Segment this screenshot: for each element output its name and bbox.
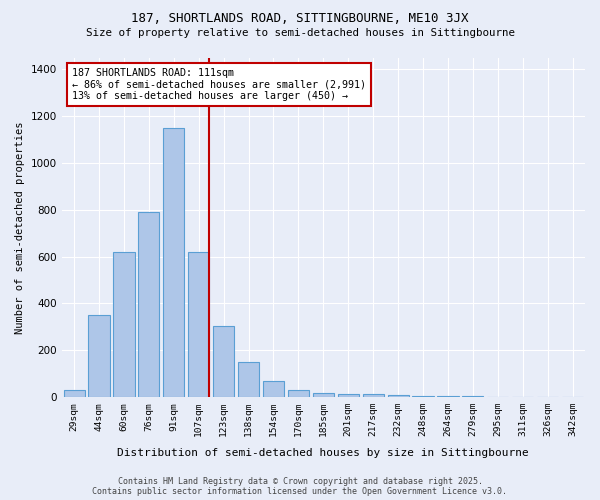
Bar — [313, 393, 334, 397]
Bar — [238, 362, 259, 397]
Bar — [462, 396, 484, 397]
X-axis label: Distribution of semi-detached houses by size in Sittingbourne: Distribution of semi-detached houses by … — [118, 448, 529, 458]
Bar — [64, 390, 85, 397]
Text: Size of property relative to semi-detached houses in Sittingbourne: Size of property relative to semi-detach… — [86, 28, 515, 38]
Bar — [412, 396, 434, 397]
Bar — [338, 394, 359, 397]
Bar — [437, 396, 458, 397]
Bar — [163, 128, 184, 397]
Text: 187 SHORTLANDS ROAD: 111sqm
← 86% of semi-detached houses are smaller (2,991)
13: 187 SHORTLANDS ROAD: 111sqm ← 86% of sem… — [72, 68, 366, 101]
Bar — [138, 212, 160, 397]
Bar — [213, 326, 234, 397]
Text: Contains HM Land Registry data © Crown copyright and database right 2025.
Contai: Contains HM Land Registry data © Crown c… — [92, 476, 508, 496]
Bar — [88, 315, 110, 397]
Bar — [113, 252, 134, 397]
Text: 187, SHORTLANDS ROAD, SITTINGBOURNE, ME10 3JX: 187, SHORTLANDS ROAD, SITTINGBOURNE, ME1… — [131, 12, 469, 26]
Bar — [362, 394, 384, 397]
Bar — [263, 380, 284, 397]
Y-axis label: Number of semi-detached properties: Number of semi-detached properties — [15, 121, 25, 334]
Bar — [288, 390, 309, 397]
Bar — [188, 252, 209, 397]
Bar — [388, 395, 409, 397]
